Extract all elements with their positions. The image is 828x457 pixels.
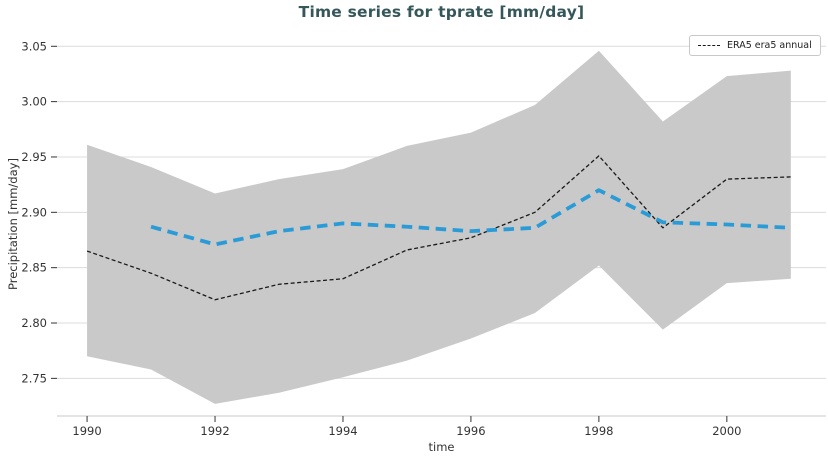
x-tick-label: 1992 [200, 424, 229, 438]
y-tick-label: 2.75 [21, 371, 47, 385]
y-tick-label: 2.95 [21, 150, 47, 164]
y-tick-label: 2.90 [21, 205, 47, 219]
y-tick-label: 3.05 [21, 39, 47, 53]
x-tick-label: 2000 [712, 424, 741, 438]
x-tick-label: 1998 [584, 424, 613, 438]
legend-dash-icon [698, 45, 720, 46]
y-tick-label: 3.00 [21, 95, 47, 109]
legend-label: ERA5 era5 annual [727, 40, 812, 51]
x-tick-label: 1996 [456, 424, 485, 438]
series-line-era5-annual [86, 155, 791, 301]
x-axis-label: time [428, 440, 455, 454]
y-tick-label: 2.85 [21, 261, 47, 275]
chart-title: Time series for tprate [mm/day] [298, 3, 585, 21]
legend: ERA5 era5 annual [689, 35, 821, 56]
series-line-running-mean [150, 188, 791, 247]
y-axis-label: Precipitation [mm/day] [6, 158, 20, 291]
x-tick-label: 1994 [328, 424, 357, 438]
y-tick-label: 2.80 [21, 316, 47, 330]
x-tick-label: 1990 [72, 424, 101, 438]
